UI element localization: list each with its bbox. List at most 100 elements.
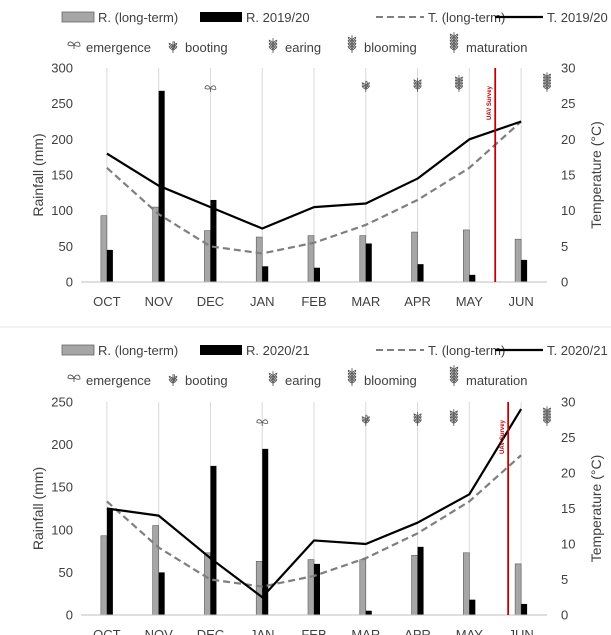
maturation-grain [453, 369, 459, 375]
maturation-grain [546, 76, 552, 82]
bar [204, 552, 211, 616]
legend-label: T. 2020/21 [547, 343, 608, 358]
earing-grain [268, 375, 274, 381]
earing-grain [268, 39, 274, 45]
booting-sheath [172, 41, 176, 51]
booting-grain [168, 375, 174, 381]
series-line [106, 408, 523, 599]
blooming-grain [351, 42, 357, 48]
legend-swatch [61, 344, 95, 356]
series-legend: R. (long-term) R. 2019/20 T. (long-term) T.… [61, 10, 608, 25]
bar [262, 266, 269, 282]
bar [521, 259, 528, 282]
maturation-grain [542, 79, 548, 84]
maturation-grain [546, 410, 552, 416]
maturation-grain [449, 372, 455, 378]
stage-legend-label: emergence [86, 373, 151, 388]
maturation-grain [542, 407, 548, 413]
maturation-grain [453, 42, 459, 48]
stage-markers [204, 72, 552, 92]
blooming-grain [454, 79, 460, 84]
y2-tick-label: 0 [561, 608, 568, 623]
x-tick-label: APR [404, 627, 431, 635]
blooming-grain [347, 375, 353, 381]
y2-tick-label: 20 [561, 466, 575, 481]
maturation-icon [542, 72, 552, 92]
blooming-grain [347, 369, 353, 375]
emergence-shape [67, 374, 81, 382]
y2-tick-label: 30 [561, 395, 575, 410]
chart-panel-1: R. (long-term) R. 2019/20 T. (long-term) T.… [30, 10, 608, 309]
emergence-shape [204, 85, 217, 92]
bar [514, 238, 522, 283]
bar [417, 546, 424, 615]
x-tick-label: FEB [301, 294, 326, 309]
bar [359, 235, 367, 283]
booting-sheath [365, 414, 368, 424]
booting-icon [168, 41, 178, 53]
booting-grain [168, 45, 174, 51]
emergence-icon [67, 374, 81, 382]
blooming-grain [351, 369, 357, 375]
x-tick-label: MAR [351, 294, 380, 309]
bar [255, 561, 263, 616]
legend-label: T. (long-term) [428, 10, 505, 25]
booting-grain [361, 419, 367, 424]
blooming-icon [347, 35, 357, 53]
x-tick-label: DEC [197, 627, 224, 635]
x-tick-label: APR [404, 294, 431, 309]
bar [307, 559, 315, 616]
stage-legend-label: booting [185, 40, 228, 55]
bar [365, 610, 372, 615]
bar [106, 249, 113, 282]
bar [417, 264, 424, 282]
y-tick-label: 0 [66, 275, 73, 290]
legend-label: R. (long-term) [98, 343, 178, 358]
bar [314, 563, 320, 615]
y-tick-label: 100 [51, 522, 73, 537]
blooming-grain [453, 419, 458, 424]
x-tick-label: MAY [456, 627, 484, 635]
maturation-grain [453, 378, 459, 384]
earing-grain [417, 416, 422, 421]
x-tick-label: OCT [93, 627, 121, 635]
blooming-grain [347, 45, 353, 51]
blooming-grain [453, 416, 458, 421]
booting-icon [168, 374, 178, 386]
y-tick-label: 150 [51, 480, 73, 495]
maturation-grain [449, 33, 455, 39]
maturation-grain [453, 36, 459, 42]
y-tick-label: 50 [59, 239, 73, 254]
bar [359, 559, 367, 616]
series-line [106, 454, 522, 588]
y2-tick-label: 30 [561, 61, 575, 76]
blooming-grain [351, 378, 357, 384]
maturation-grain [546, 416, 552, 421]
maturation-grain [449, 45, 455, 51]
stage-markers [256, 406, 552, 426]
blooming-grain [453, 413, 458, 418]
legend-label: R. 2019/20 [246, 10, 310, 25]
x-tick-label: MAY [456, 294, 484, 309]
maturation-grain [449, 366, 455, 372]
earing-grain [268, 372, 274, 378]
earing-grain [417, 419, 422, 424]
maturation-grain [542, 82, 548, 87]
maturation-grain [542, 416, 548, 421]
x-tick-label: NOV [145, 627, 174, 635]
blooming-icon [347, 368, 357, 386]
x-tick-label: JUN [508, 294, 533, 309]
earing-grain [268, 378, 274, 384]
blooming-grain [458, 82, 463, 87]
earing-icon [413, 77, 422, 92]
stage-legend-label: booting [185, 373, 228, 388]
booting-grain [361, 416, 367, 421]
x-tick-label: DEC [197, 294, 224, 309]
earing-grain [272, 372, 278, 378]
right-axis: 0 5 10 15 20 25 30 Temperature (°C) [561, 395, 604, 623]
legend-label: T. 2019/20 [547, 10, 608, 25]
x-axis: OCT NOV DEC JAN FEB MAR APR MAY JUN [93, 627, 534, 635]
x-axis: OCT NOV DEC JAN FEB MAR APR MAY JUN [93, 294, 534, 309]
y2-tick-label: 5 [561, 572, 568, 587]
